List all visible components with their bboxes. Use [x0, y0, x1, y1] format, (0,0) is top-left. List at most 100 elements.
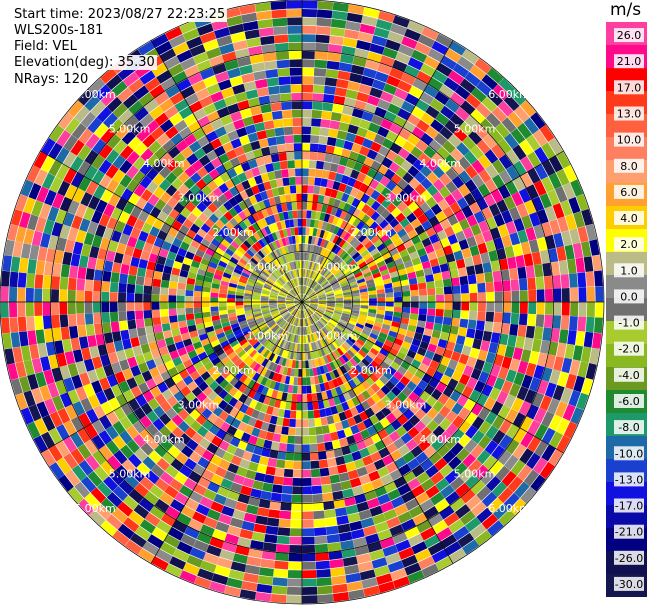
velocity-cell: [556, 418, 570, 435]
velocity-cell: [252, 294, 261, 298]
velocity-cell: [481, 514, 499, 530]
velocity-cell: [326, 179, 335, 189]
velocity-cell: [420, 63, 436, 77]
velocity-cell: [279, 84, 291, 94]
range-ring-label: 3.00km: [385, 399, 427, 412]
velocity-cell: [278, 293, 287, 297]
velocity-cell: [67, 227, 79, 242]
velocity-cell: [102, 322, 112, 334]
velocity-cell: [337, 260, 346, 269]
velocity-cell: [153, 270, 163, 280]
velocity-cell: [176, 78, 192, 92]
colorbar-tick-label: 17.0: [617, 81, 642, 94]
velocity-cell: [317, 220, 324, 230]
velocity-cell: [386, 442, 398, 454]
velocity-cell: [352, 208, 361, 218]
velocity-cell: [193, 218, 205, 228]
velocity-cell: [478, 154, 492, 169]
velocity-cell: [35, 329, 46, 344]
velocity-cell: [214, 361, 224, 371]
velocity-cell: [344, 496, 357, 507]
velocity-cell: [47, 206, 60, 222]
velocity-cell: [98, 144, 113, 159]
velocity-cell: [299, 318, 302, 327]
velocity-cell: [320, 279, 328, 287]
velocity-cell: [102, 270, 112, 282]
velocity-cell: [304, 277, 308, 286]
velocity-cell: [317, 276, 324, 284]
velocity-cell: [501, 210, 513, 224]
velocity-cell: [456, 258, 466, 269]
velocity-cell: [278, 229, 285, 239]
velocity-cell: [302, 461, 311, 470]
velocity-cell: [471, 430, 485, 444]
velocity-cell: [314, 358, 320, 367]
velocity-cell: [282, 177, 290, 186]
velocity-cell: [500, 323, 510, 335]
velocity-cell: [392, 531, 408, 545]
velocity-cell: [431, 388, 443, 401]
velocity-cell: [556, 151, 571, 169]
velocity-cell: [541, 444, 556, 462]
velocity-cell: [323, 355, 330, 365]
velocity-cell: [274, 34, 289, 44]
velocity-cell: [255, 437, 266, 448]
velocity-cell: [473, 210, 486, 224]
velocity-cell: [350, 64, 365, 76]
velocity-cell: [219, 43, 235, 55]
velocity-cell: [323, 269, 330, 277]
velocity-cell: [115, 393, 128, 407]
velocity-cell: [451, 162, 465, 176]
velocity-cell: [351, 307, 360, 311]
velocity-cell: [480, 470, 495, 486]
velocity-cell: [323, 284, 331, 290]
velocity-cell: [418, 556, 435, 570]
velocity-cell: [380, 233, 390, 243]
velocity-cell: [207, 180, 219, 192]
velocity-cell: [20, 179, 34, 197]
velocity-cell: [290, 193, 297, 202]
velocity-cell: [228, 282, 238, 288]
range-ring-label: 6.00km: [488, 88, 530, 101]
velocity-cell: [352, 56, 367, 67]
velocity-cell: [48, 235, 59, 250]
velocity-cell: [256, 319, 265, 325]
velocity-cell: [195, 88, 210, 101]
velocity-cell: [373, 369, 383, 379]
velocity-cell: [315, 287, 323, 293]
velocity-cell: [569, 359, 581, 376]
velocity-cell: [306, 326, 309, 335]
velocity-cell: [90, 487, 107, 504]
velocity-cell: [386, 352, 396, 361]
velocity-cell: [243, 386, 252, 396]
velocity-cell: [491, 144, 505, 159]
velocity-cell: [302, 235, 306, 244]
velocity-cell: [278, 76, 291, 86]
velocity-cell: [307, 289, 313, 296]
velocity-cell: [213, 99, 227, 111]
velocity-cell: [443, 512, 460, 527]
velocity-cell: [411, 126, 425, 139]
velocity-cell: [279, 276, 287, 284]
velocity-cell: [328, 466, 339, 476]
velocity-cell: [245, 287, 254, 292]
velocity-cell: [307, 402, 314, 411]
velocity-cell: [179, 485, 193, 498]
velocity-cell: [383, 508, 398, 521]
velocity-cell: [230, 455, 242, 466]
velocity-cell: [335, 305, 344, 309]
velocity-cell: [290, 307, 297, 314]
velocity-cell: [311, 393, 318, 402]
velocity-cell: [295, 260, 299, 269]
velocity-cell: [160, 438, 173, 452]
velocity-cell: [266, 405, 274, 415]
velocity-cell: [272, 313, 281, 319]
velocity-cell: [136, 462, 151, 477]
velocity-cell: [274, 327, 281, 335]
velocity-cell: [225, 248, 235, 257]
velocity-cell: [203, 431, 216, 443]
velocity-cell: [302, 402, 308, 411]
velocity-cell: [344, 381, 352, 392]
velocity-cell: [348, 379, 357, 389]
velocity-cell: [263, 120, 275, 130]
